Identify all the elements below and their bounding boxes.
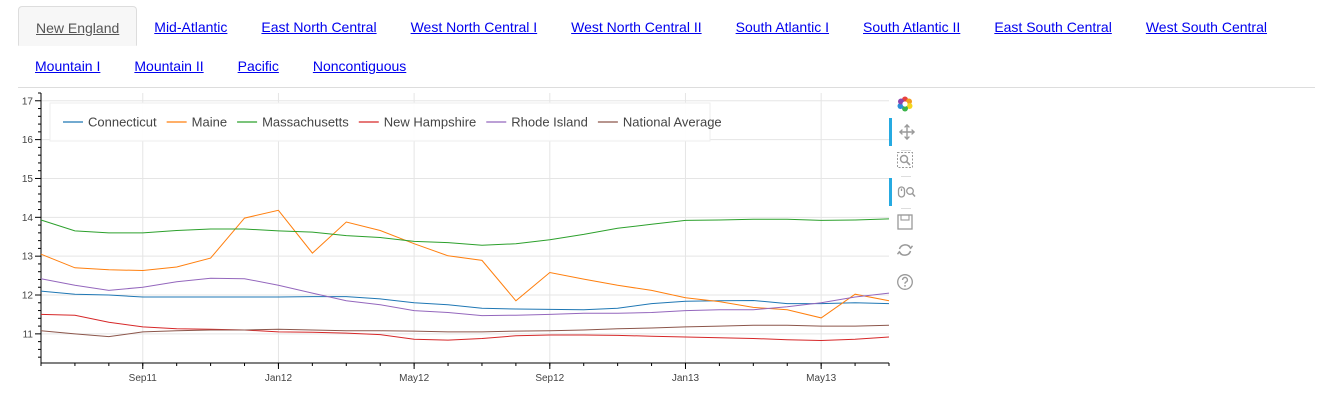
legend-label-national-average: National Average — [623, 115, 722, 130]
chart-toolbar — [889, 90, 921, 300]
y-tick-label: 16 — [22, 135, 34, 146]
series-line-rhode-island — [40, 277, 890, 317]
box-zoom-icon[interactable] — [889, 146, 921, 174]
y-tick-label: 14 — [22, 213, 34, 224]
y-tick-label: 17 — [22, 96, 34, 107]
region-tabs: New England Mid-Atlantic East North Centra… — [18, 6, 1314, 84]
y-tick-label: 11 — [23, 329, 34, 340]
legend-label-maine: Maine — [192, 115, 227, 130]
tab-west-south-central[interactable]: West South Central — [1145, 19, 1267, 35]
tab-row-2: Mountain I Mountain II Pacific Noncontiguou… — [18, 46, 1314, 84]
series-line-national-average — [40, 324, 890, 338]
tab-pacific[interactable]: Pacific — [237, 58, 279, 74]
series-line-massachusetts — [40, 218, 890, 246]
x-tick-label: Jan12 — [265, 373, 293, 384]
tab-divider — [18, 87, 1315, 88]
legend-label-new-hampshire: New Hampshire — [384, 115, 476, 130]
toolbar-separator — [901, 150, 911, 151]
legend-label-rhode-island: Rhode Island — [511, 115, 588, 130]
y-tick-label: 13 — [22, 252, 34, 263]
series-line-maine — [40, 209, 890, 319]
help-icon[interactable] — [889, 268, 921, 296]
series-line-new-hampshire — [40, 313, 890, 342]
x-tick-label: May13 — [806, 373, 836, 384]
x-tick-label: Sep12 — [535, 373, 564, 384]
chart-area[interactable]: 11 12 13 14 15 16 17 Sep11 Jan12 May12 Sep12 Jan13 M… — [0, 88, 930, 411]
tab-new-england[interactable]: New England — [18, 6, 138, 46]
tab-south-atlantic-ii[interactable]: South Atlantic II — [863, 19, 961, 35]
tab-west-north-central-ii[interactable]: West North Central II — [571, 19, 702, 35]
series-line-connecticut — [40, 290, 890, 311]
y-tick-label: 12 — [22, 291, 34, 302]
tab-east-north-central[interactable]: East North Central — [261, 19, 377, 35]
tab-noncontiguous[interactable]: Noncontiguous — [312, 58, 407, 74]
x-tick-label: May12 — [399, 373, 429, 384]
tab-row-1: New England Mid-Atlantic East North Centra… — [18, 6, 1314, 46]
tab-mountain-i[interactable]: Mountain I — [35, 58, 101, 74]
toolbar-separator — [901, 176, 911, 177]
pan-icon[interactable] — [889, 118, 921, 146]
tab-south-atlantic-i[interactable]: South Atlantic I — [735, 19, 830, 35]
tab-mountain-ii[interactable]: Mountain II — [134, 58, 204, 74]
tab-west-north-central-i[interactable]: West North Central I — [410, 19, 538, 35]
x-tick-label: Jan13 — [672, 373, 700, 384]
bokeh-logo-icon[interactable] — [889, 90, 921, 118]
save-icon[interactable] — [889, 208, 921, 236]
y-tick-label: 15 — [22, 174, 34, 185]
toolbar-separator — [901, 208, 911, 209]
x-tick-label: Sep11 — [129, 373, 158, 384]
reset-icon[interactable] — [889, 236, 921, 264]
legend-label-connecticut: Connecticut — [88, 115, 157, 130]
line-chart[interactable]: 11 12 13 14 15 16 17 Sep11 Jan12 May12 Sep12 Jan13 M… — [0, 88, 930, 411]
tab-east-south-central[interactable]: East South Central — [994, 19, 1112, 35]
legend-label-massachusetts: Massachusetts — [262, 115, 349, 130]
tab-mid-atlantic[interactable]: Mid-Atlantic — [154, 19, 228, 35]
wheel-zoom-icon[interactable] — [889, 178, 921, 206]
